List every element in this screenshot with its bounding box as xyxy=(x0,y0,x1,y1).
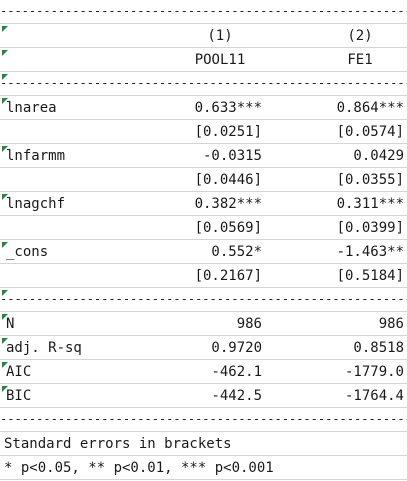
se-value-1: [0.2167] xyxy=(194,268,262,284)
model-name-1: POOL11 xyxy=(194,52,246,68)
stat-row-n[interactable]: N 986 986 xyxy=(0,312,408,336)
se-row-lnarea[interactable]: [0.0251] [0.0574] xyxy=(0,120,408,144)
separator-line: ----------------------------------------… xyxy=(0,4,408,18)
coef-row-lnagchf[interactable]: lnagchf 0.382*** 0.311*** xyxy=(0,192,408,216)
cell-marker-icon xyxy=(2,146,8,152)
se-value-2: [0.0574] xyxy=(336,124,404,140)
stat-value-2: -1779.0 xyxy=(344,364,404,380)
coef-value-2: 0.864*** xyxy=(336,100,404,116)
separator-line: ----------------------------------------… xyxy=(0,412,408,426)
se-row-lnfarmm[interactable]: [0.0446] [0.0355] xyxy=(0,168,408,192)
cell-marker-icon xyxy=(2,98,8,104)
stat-value-2: -1764.4 xyxy=(344,388,404,404)
separator-line: ----------------------------------------… xyxy=(0,292,408,306)
row-label: lnarea xyxy=(6,100,57,116)
cell-marker-icon xyxy=(2,314,8,320)
coef-value-1: 0.633*** xyxy=(194,100,262,116)
se-value-2: [0.5184] xyxy=(336,268,404,284)
cell-marker-icon xyxy=(2,290,8,296)
stat-value-1: 0.9720 xyxy=(211,340,262,356)
row-label: lnfarmm xyxy=(6,148,66,164)
stat-row-aic[interactable]: AIC -462.1 -1779.0 xyxy=(0,360,408,384)
se-value-2: [0.0355] xyxy=(336,172,404,188)
stat-value-1: -462.1 xyxy=(211,364,262,380)
cell-marker-icon xyxy=(2,74,8,80)
se-value-2: [0.0399] xyxy=(336,220,404,236)
row-label: adj. R-sq xyxy=(6,340,82,356)
se-value-1: [0.0446] xyxy=(194,172,262,188)
row-label: AIC xyxy=(6,364,32,380)
coef-row-lnfarmm[interactable]: lnfarmm -0.0315 0.0429 xyxy=(0,144,408,168)
column-number-1: (1) xyxy=(207,28,233,44)
row-label: lnagchf xyxy=(6,196,66,212)
row-label: _cons xyxy=(6,244,49,260)
note-standard-errors: Standard errors in brackets xyxy=(4,436,232,452)
stat-value-1: 986 xyxy=(236,316,262,332)
stat-value-2: 0.8518 xyxy=(353,340,404,356)
cell-marker-icon xyxy=(2,242,8,248)
se-row-cons[interactable]: [0.2167] [0.5184] xyxy=(0,264,408,288)
model-name-2: FE1 xyxy=(347,52,373,68)
stat-row-adj-rsq[interactable]: adj. R-sq 0.9720 0.8518 xyxy=(0,336,408,360)
column-number-row[interactable]: (1) (2) xyxy=(0,24,408,48)
coef-value-1: -0.0315 xyxy=(202,148,262,164)
se-value-1: [0.0569] xyxy=(194,220,262,236)
coef-value-1: 0.552* xyxy=(211,244,262,260)
row-label: N xyxy=(6,316,15,332)
note-row-2[interactable]: * p<0.05, ** p<0.01, *** p<0.001 xyxy=(0,456,408,480)
cell-marker-icon xyxy=(2,50,8,56)
model-name-row[interactable]: POOL11 FE1 xyxy=(0,48,408,72)
coef-value-2: -1.463** xyxy=(336,244,404,260)
se-row-lnagchf[interactable]: [0.0569] [0.0399] xyxy=(0,216,408,240)
separator-line: ----------------------------------------… xyxy=(0,76,408,90)
cell-marker-icon xyxy=(2,26,8,32)
coef-row-lnarea[interactable]: lnarea 0.633*** 0.864*** xyxy=(0,96,408,120)
header-separator-row[interactable]: ----------------------------------------… xyxy=(0,72,408,96)
cell-marker-icon xyxy=(2,194,8,200)
cell-marker-icon xyxy=(2,362,8,368)
row-label: BIC xyxy=(6,388,32,404)
cell-marker-icon xyxy=(2,386,8,392)
stat-value-2: 986 xyxy=(378,316,404,332)
note-significance: * p<0.05, ** p<0.01, *** p<0.001 xyxy=(4,460,274,476)
coef-value-2: 0.311*** xyxy=(336,196,404,212)
stat-row-bic[interactable]: BIC -442.5 -1764.4 xyxy=(0,384,408,408)
note-row-1[interactable]: Standard errors in brackets xyxy=(0,432,408,456)
coef-value-1: 0.382*** xyxy=(194,196,262,212)
coef-value-2: 0.0429 xyxy=(353,148,404,164)
bottom-separator-row[interactable]: ----------------------------------------… xyxy=(0,408,408,432)
cell-marker-icon xyxy=(2,338,8,344)
coef-row-cons[interactable]: _cons 0.552* -1.463** xyxy=(0,240,408,264)
stats-separator-row[interactable]: ----------------------------------------… xyxy=(0,288,408,312)
top-separator-row[interactable]: ----------------------------------------… xyxy=(0,0,408,24)
se-value-1: [0.0251] xyxy=(194,124,262,140)
column-number-2: (2) xyxy=(347,28,373,44)
stat-value-1: -442.5 xyxy=(211,388,262,404)
